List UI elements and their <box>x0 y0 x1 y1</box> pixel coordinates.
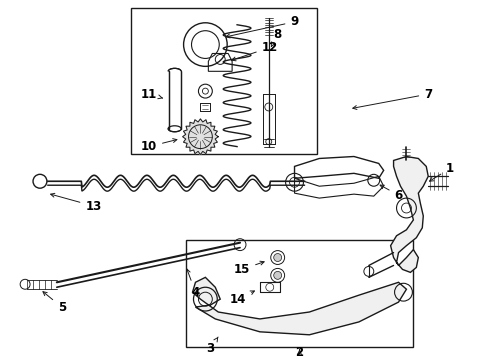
Polygon shape <box>183 119 218 154</box>
Text: 11: 11 <box>141 87 163 100</box>
Bar <box>186 240 414 347</box>
Text: 4: 4 <box>186 269 199 299</box>
Text: 3: 3 <box>206 337 218 355</box>
Polygon shape <box>391 157 428 273</box>
Text: 15: 15 <box>234 261 264 276</box>
Circle shape <box>274 253 282 261</box>
Text: 9: 9 <box>226 15 298 38</box>
Text: 12: 12 <box>232 41 278 61</box>
Text: 1: 1 <box>430 162 454 181</box>
Text: 2: 2 <box>295 346 303 359</box>
Text: 13: 13 <box>50 193 101 212</box>
Bar <box>131 8 318 153</box>
Text: 6: 6 <box>380 185 403 202</box>
Text: 7: 7 <box>353 87 432 109</box>
Text: 8: 8 <box>271 28 282 46</box>
Polygon shape <box>169 71 181 129</box>
Polygon shape <box>193 277 406 335</box>
Text: 14: 14 <box>230 291 254 306</box>
Text: 10: 10 <box>141 139 177 153</box>
Circle shape <box>274 271 282 279</box>
Text: 5: 5 <box>43 292 66 314</box>
